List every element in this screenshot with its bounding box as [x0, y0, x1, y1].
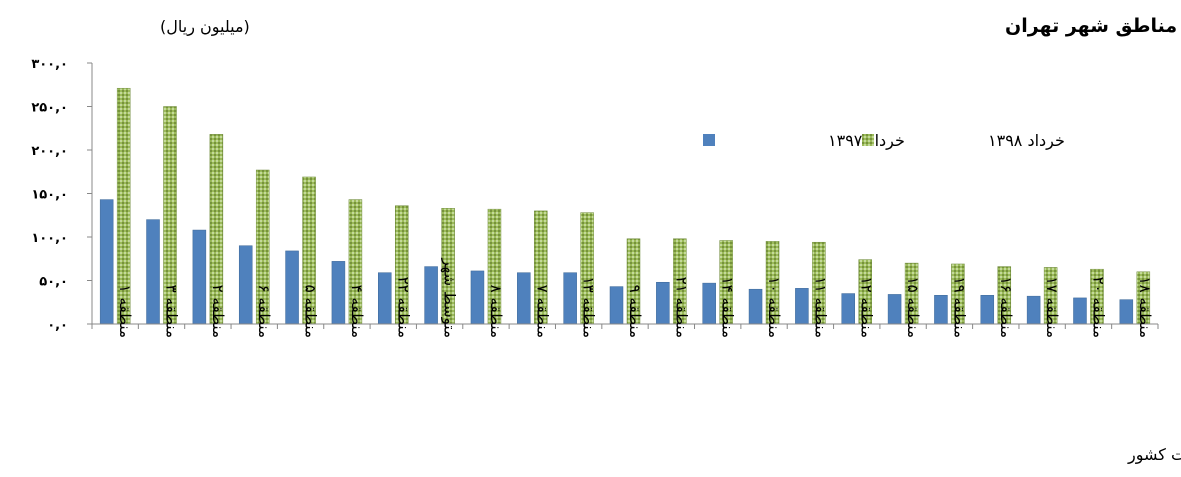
x-tick-label: منطقه ۱۰: [765, 277, 783, 338]
x-tick-label: منطقه ۶: [255, 285, 273, 338]
x-tick-label: منطقه ۷: [533, 285, 551, 338]
bar-1397: [146, 219, 160, 325]
y-tick-label: ۳۰۰,۰: [31, 57, 68, 72]
x-tick-label: منطقه ۱۳: [580, 277, 598, 338]
bar-1397: [563, 272, 577, 325]
x-tick-label: منطقه ۱: [116, 285, 134, 338]
x-tick-label: منطقه ۴: [348, 285, 366, 338]
bar-1397: [702, 282, 716, 325]
bar-1397: [238, 245, 253, 325]
bar-1397: [424, 266, 438, 325]
x-tick-label: منطقه ۸: [487, 285, 505, 338]
bar-1397: [470, 270, 485, 325]
bar-1397: [748, 288, 763, 325]
source-note: ماخذ: محاسبات گزارش/ برگرفته از آمارهای …: [1127, 445, 1181, 465]
x-tick-label: منطقه ۱۵: [904, 277, 922, 338]
y-tick-label: ۲۵۰,۰: [31, 101, 68, 116]
bar-1397: [99, 199, 114, 325]
bar-1397: [1073, 297, 1087, 325]
unit-label: (میلیون ریال): [160, 17, 250, 37]
y-axis: ۰,۰ ۵۰,۰ ۱۰۰,۰ ۱۵۰,۰ ۲۰۰,۰ ۲۵۰,۰ ۳۰۰,۰: [31, 57, 93, 333]
bar-1397: [378, 272, 392, 325]
bar-1397: [517, 272, 531, 325]
x-tick-label: منطقه ۵: [302, 285, 320, 338]
y-tick-label: ۵۰,۰: [39, 275, 68, 290]
x-tick-label: منطقه ۱۷: [1043, 277, 1061, 338]
y-tick-label: ۰,۰: [47, 318, 68, 333]
bar-1397: [609, 286, 624, 325]
x-tick-label: متوسط شهر: [441, 257, 459, 338]
x-tick-label: منطقه ۱۲: [858, 277, 876, 338]
bar-1397: [980, 295, 995, 325]
bar-1397: [887, 294, 902, 325]
x-tick-label: منطقه ۳: [163, 285, 181, 338]
y-tick-label: ۱۵۰,۰: [31, 188, 68, 203]
legend-swatch-1397: [703, 134, 715, 146]
x-tick-label: منطقه ۱۸: [1136, 277, 1154, 338]
x-tick-label: منطقه ۹: [626, 285, 644, 338]
bar-1397: [656, 281, 670, 325]
chart-title: نمودار ۲- متوسط قیمت یک متر مربع زیربنای…: [1005, 15, 1181, 37]
bar-1397: [1119, 299, 1134, 325]
y-tick-label: ۱۰۰,۰: [31, 231, 68, 246]
bar-1397: [1026, 295, 1041, 325]
legend-swatch-1398: [862, 134, 874, 146]
x-tick-label: منطقه ۲۲: [394, 277, 412, 338]
bar-1397: [192, 229, 207, 325]
legend-label-1398: خرداد ۱۳۹۸: [988, 131, 1065, 151]
bar-1397: [841, 293, 855, 325]
bar-1397: [285, 250, 299, 325]
x-tick-label: منطقه ۱۱: [811, 277, 829, 338]
bar-1397: [331, 261, 346, 325]
x-tick-label: منطقه ۱۹: [950, 277, 968, 338]
x-tick-label: منطقه ۲۰: [1089, 277, 1107, 338]
x-axis: منطقه ۱ منطقه ۳ منطقه ۲ منطقه ۶ منطقه ۵ منطقه…: [91, 257, 1159, 338]
bar-1397: [934, 295, 948, 325]
bar-1397: [795, 288, 809, 325]
bars: [99, 87, 1151, 325]
x-tick-label: منطقه ۲۱: [672, 277, 690, 338]
y-tick-label: ۲۰۰,۰: [31, 144, 68, 159]
legend: خرداد ۱۳۹۷ خرداد ۱۳۹۸: [703, 131, 1065, 151]
x-tick-label: منطقه ۱۴: [719, 277, 737, 338]
x-tick-label: منطقه ۱۶: [997, 277, 1015, 338]
x-tick-label: منطقه ۲: [209, 285, 227, 338]
